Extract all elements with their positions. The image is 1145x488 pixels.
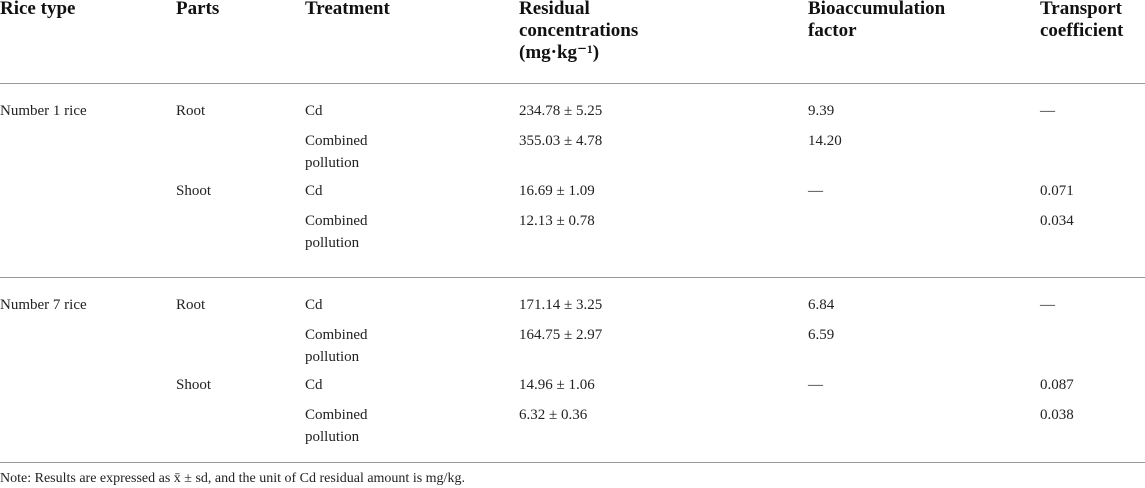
bottom-rule <box>0 462 1145 463</box>
treatment: Cd <box>305 103 323 119</box>
column-header: Residual concentrations (mg·kg⁻¹) <box>519 0 639 63</box>
transport-coefficient: — <box>1040 297 1055 313</box>
header-rule <box>0 83 1145 84</box>
part: Root <box>176 103 206 119</box>
treatment: Cd <box>305 183 323 199</box>
rice-type: Number 1 rice <box>0 103 87 119</box>
transport-coefficient: 0.034 <box>1040 213 1074 229</box>
treatment: Combined pollution <box>305 133 368 171</box>
residual-concentration: 16.69 ± 1.09 <box>519 183 595 199</box>
part: Root <box>176 297 206 313</box>
treatment: Cd <box>305 297 323 313</box>
bioaccumulation-factor: 6.59 <box>808 327 835 343</box>
group-rule <box>0 277 1145 278</box>
residual-concentration: 171.14 ± 3.25 <box>519 297 603 313</box>
column-header: Transport coefficient <box>1040 0 1124 41</box>
treatment: Combined pollution <box>305 213 368 251</box>
bioaccumulation-factor: — <box>808 377 823 393</box>
bioaccumulation-factor: 14.20 <box>808 133 842 149</box>
transport-coefficient: 0.071 <box>1040 183 1074 199</box>
transport-coefficient: 0.087 <box>1040 377 1074 393</box>
column-header: Bioaccumulation factor <box>808 0 946 41</box>
bioaccumulation-factor: 6.84 <box>808 297 835 313</box>
transport-coefficient: 0.038 <box>1040 407 1074 423</box>
residual-concentration: 234.78 ± 5.25 <box>519 103 603 119</box>
column-header: Treatment <box>305 0 390 19</box>
part: Shoot <box>176 183 212 199</box>
rice-type: Number 7 rice <box>0 297 87 313</box>
table-note: Note: Results are expressed as x̄ ± sd, … <box>0 471 465 486</box>
bioaccumulation-factor: — <box>808 183 823 199</box>
treatment: Combined pollution <box>305 407 368 445</box>
residual-concentration: 164.75 ± 2.97 <box>519 327 603 343</box>
treatment: Combined pollution <box>305 327 368 365</box>
bioaccumulation-factor: 9.39 <box>808 103 835 119</box>
residual-concentration: 14.96 ± 1.06 <box>519 377 595 393</box>
transport-coefficient: — <box>1040 103 1055 119</box>
treatment: Cd <box>305 377 323 393</box>
residual-concentration: 355.03 ± 4.78 <box>519 133 603 149</box>
part: Shoot <box>176 377 212 393</box>
residual-concentration: 6.32 ± 0.36 <box>519 407 588 423</box>
column-header: Parts <box>176 0 220 19</box>
residual-concentration: 12.13 ± 0.78 <box>519 213 595 229</box>
column-header: Rice type <box>0 0 76 19</box>
